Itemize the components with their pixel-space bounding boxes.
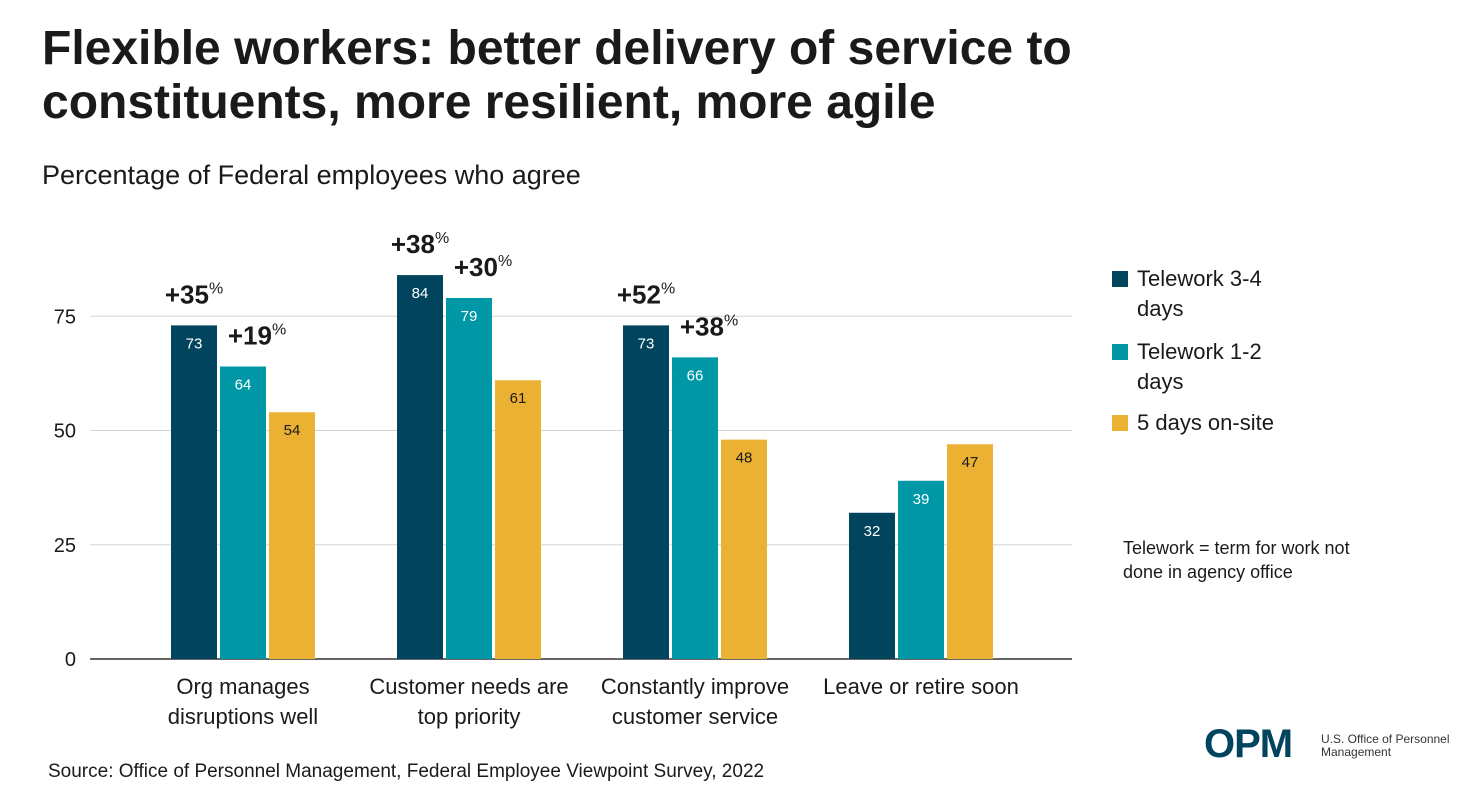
- logo-text: U.S. Office of Personnel Management: [1321, 732, 1450, 759]
- legend-label: Telework 3-4 days: [1137, 266, 1262, 321]
- y-tick-label: 25: [54, 535, 76, 557]
- annotation-unit: %: [498, 253, 512, 270]
- bar: [721, 439, 767, 659]
- value-label: 39: [913, 491, 930, 508]
- bar: [672, 357, 718, 659]
- logo-mark: OPM: [1204, 722, 1293, 766]
- value-label: 64: [235, 377, 252, 394]
- annotation-text: +38: [391, 229, 435, 259]
- y-tick-label: 50: [54, 421, 76, 443]
- bar: [947, 444, 993, 659]
- annotation: +30%: [454, 252, 512, 282]
- annotation-text: +19: [228, 321, 272, 351]
- y-tick-label: 0: [65, 649, 76, 671]
- annotation: +19%: [228, 321, 286, 351]
- bar: [898, 480, 944, 659]
- annotation: +52%: [617, 279, 675, 309]
- value-label: 48: [736, 450, 753, 467]
- bar: [269, 412, 315, 659]
- note: Telework = term for work not done in age…: [1123, 538, 1350, 582]
- annotation-text: +30: [454, 252, 498, 282]
- value-label: 73: [186, 335, 203, 352]
- x-tick-label: Customer needs are top priority: [369, 674, 569, 729]
- annotation-text: +38: [680, 311, 724, 341]
- value-label: 73: [638, 335, 655, 352]
- legend-swatch: [1112, 415, 1128, 431]
- annotation-unit: %: [661, 280, 675, 297]
- legend-swatch: [1112, 271, 1128, 287]
- annotation-unit: %: [272, 322, 286, 339]
- x-tick-label: Org manages disruptions well: [167, 674, 319, 729]
- annotation-text: +35: [165, 279, 209, 309]
- bar: [446, 297, 492, 659]
- chart-subtitle: Percentage of Federal employees who agre…: [42, 160, 581, 190]
- value-label: 61: [510, 390, 527, 407]
- annotation-text: +52: [617, 279, 661, 309]
- y-tick-label: 75: [54, 306, 76, 328]
- bar: [495, 380, 541, 659]
- bar: [849, 512, 895, 659]
- value-label: 47: [962, 454, 979, 471]
- bar: [397, 275, 443, 659]
- x-tick-label: Constantly improve customer service: [600, 674, 790, 729]
- chart-title: Flexible workers: better delivery of ser…: [42, 22, 1072, 129]
- value-label: 66: [687, 367, 704, 384]
- legend-label: 5 days on-site: [1137, 410, 1274, 435]
- x-tick-label: Leave or retire soon: [823, 674, 1019, 699]
- legend-swatch: [1112, 344, 1128, 360]
- bar: [171, 325, 217, 659]
- value-label: 84: [412, 285, 429, 302]
- annotation-unit: %: [209, 280, 223, 297]
- source: Source: Office of Personnel Management, …: [48, 761, 765, 782]
- value-label: 54: [284, 422, 301, 439]
- value-label: 32: [864, 523, 881, 540]
- value-label: 79: [461, 308, 478, 325]
- annotation: +38%: [680, 311, 738, 341]
- bar: [623, 325, 669, 659]
- annotation: +35%: [165, 279, 223, 309]
- annotation: +38%: [391, 229, 449, 259]
- legend-label: Telework 1-2 days: [1137, 339, 1262, 394]
- annotation-unit: %: [435, 230, 449, 247]
- bar: [220, 366, 266, 659]
- annotation-unit: %: [724, 312, 738, 329]
